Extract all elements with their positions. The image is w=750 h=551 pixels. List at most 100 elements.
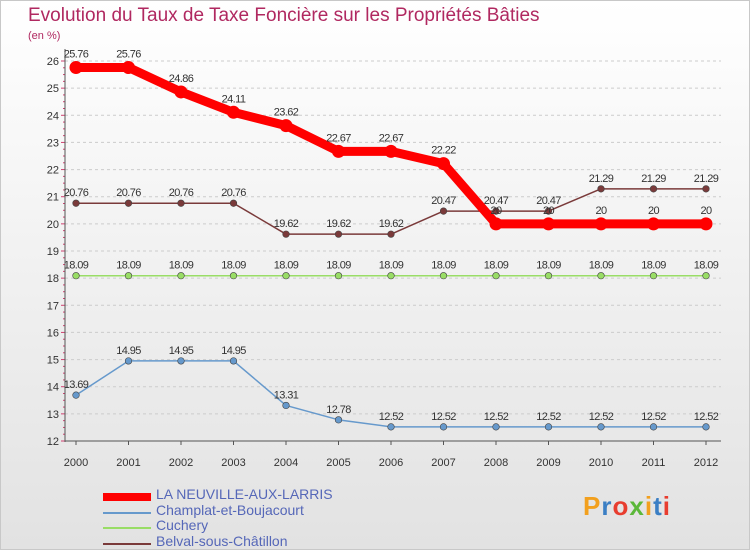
legend-swatch: [103, 493, 151, 501]
data-label: 18.09: [536, 260, 561, 272]
data-point: [177, 357, 185, 365]
data-point: [649, 423, 658, 431]
data-label: 18.09: [116, 260, 141, 272]
x-tick-label: 2010: [589, 457, 613, 469]
data-label: 24.11: [222, 93, 246, 105]
data-point: [69, 61, 83, 75]
data-point: [439, 207, 448, 215]
x-tick-label: 2002: [169, 457, 193, 469]
data-point: [594, 217, 608, 231]
data-point: [544, 423, 553, 431]
data-label: 21.29: [641, 173, 666, 185]
data-label: 12.52: [694, 411, 719, 423]
data-label: 14.95: [169, 345, 194, 357]
data-point: [492, 272, 500, 280]
data-point: [489, 217, 503, 231]
x-tick-label: 2005: [326, 457, 350, 469]
data-point: [492, 423, 500, 431]
y-tick-label: 25: [47, 83, 59, 95]
data-label: 20: [490, 205, 502, 217]
data-point: [72, 199, 80, 207]
data-point: [122, 61, 135, 75]
data-label: 21.29: [589, 173, 614, 185]
data-point: [229, 199, 238, 207]
data-point: [544, 272, 553, 280]
data-label: 19.62: [274, 218, 299, 230]
data-point: [282, 230, 290, 238]
logo-letter: i: [662, 491, 671, 521]
legend-label: Champlat-et-Boujacourt: [156, 502, 304, 518]
data-point: [124, 199, 133, 207]
data-label: 18.09: [326, 260, 351, 272]
logo-letter: r: [601, 491, 613, 521]
data-point: [542, 217, 555, 231]
data-point: [174, 85, 188, 99]
data-label: 18.09: [431, 260, 456, 272]
data-label: 25.76: [116, 49, 141, 61]
data-label: 12.52: [379, 411, 404, 423]
x-tick-label: 2006: [379, 457, 403, 469]
data-point: [72, 391, 80, 399]
data-point: [279, 119, 293, 133]
data-label: 18.09: [169, 260, 194, 272]
data-label: 20.47: [431, 195, 456, 207]
x-tick-label: 2009: [536, 457, 560, 469]
data-point: [227, 105, 240, 119]
legend-label: Cuchery: [156, 517, 209, 533]
data-label: 20: [700, 205, 712, 217]
logo-letter: i: [644, 491, 654, 521]
data-label: 12.52: [431, 411, 456, 423]
data-label: 20: [595, 205, 607, 217]
data-point: [439, 423, 448, 431]
data-point: [282, 272, 290, 280]
data-point: [332, 144, 345, 158]
data-label: 20.76: [221, 187, 246, 199]
data-point: [229, 272, 238, 280]
data-point: [597, 423, 605, 431]
data-point: [597, 272, 605, 280]
data-label: 12.52: [484, 411, 509, 423]
data-label: 12.52: [589, 411, 614, 423]
y-tick-label: 26: [47, 56, 59, 68]
data-label: 22.22: [431, 145, 456, 157]
data-point: [437, 157, 450, 171]
data-label: 22.67: [326, 132, 351, 144]
data-label: 23.62: [274, 107, 299, 119]
data-point: [699, 217, 713, 231]
data-label: 18.09: [484, 260, 509, 272]
y-tick-label: 17: [47, 300, 59, 312]
data-label: 19.62: [379, 218, 404, 230]
data-label: 18.09: [641, 260, 666, 272]
logo-letter: o: [612, 491, 630, 521]
x-tick-label: 2001: [116, 457, 140, 469]
data-label: 21.29: [694, 173, 719, 185]
y-tick-label: 13: [47, 409, 59, 421]
y-tick-label: 21: [47, 192, 59, 204]
y-tick-label: 18: [47, 273, 59, 285]
data-label: 25.76: [64, 49, 89, 61]
legend-swatch: [103, 527, 151, 529]
data-label: 20.76: [169, 187, 194, 199]
proxiti-logo: Proxiti: [583, 491, 671, 522]
x-tick-label: 2004: [274, 457, 298, 469]
y-tick-label: 12: [47, 436, 59, 448]
x-tick-label: 2012: [694, 457, 718, 469]
data-point: [387, 272, 395, 280]
data-point: [384, 144, 398, 158]
data-label: 12.52: [641, 411, 666, 423]
data-label: 18.09: [694, 260, 719, 272]
legend-label: LA NEUVILLE-AUX-LARRIS: [156, 486, 333, 502]
data-point: [649, 185, 658, 193]
data-point: [439, 272, 448, 280]
data-point: [124, 272, 133, 280]
data-point: [334, 416, 343, 424]
y-tick-label: 22: [47, 165, 59, 177]
y-tick-label: 20: [47, 219, 59, 231]
y-tick-label: 15: [47, 355, 59, 367]
data-point: [229, 357, 238, 365]
data-point: [387, 423, 395, 431]
data-point: [647, 217, 660, 231]
x-tick-label: 2000: [64, 457, 88, 469]
